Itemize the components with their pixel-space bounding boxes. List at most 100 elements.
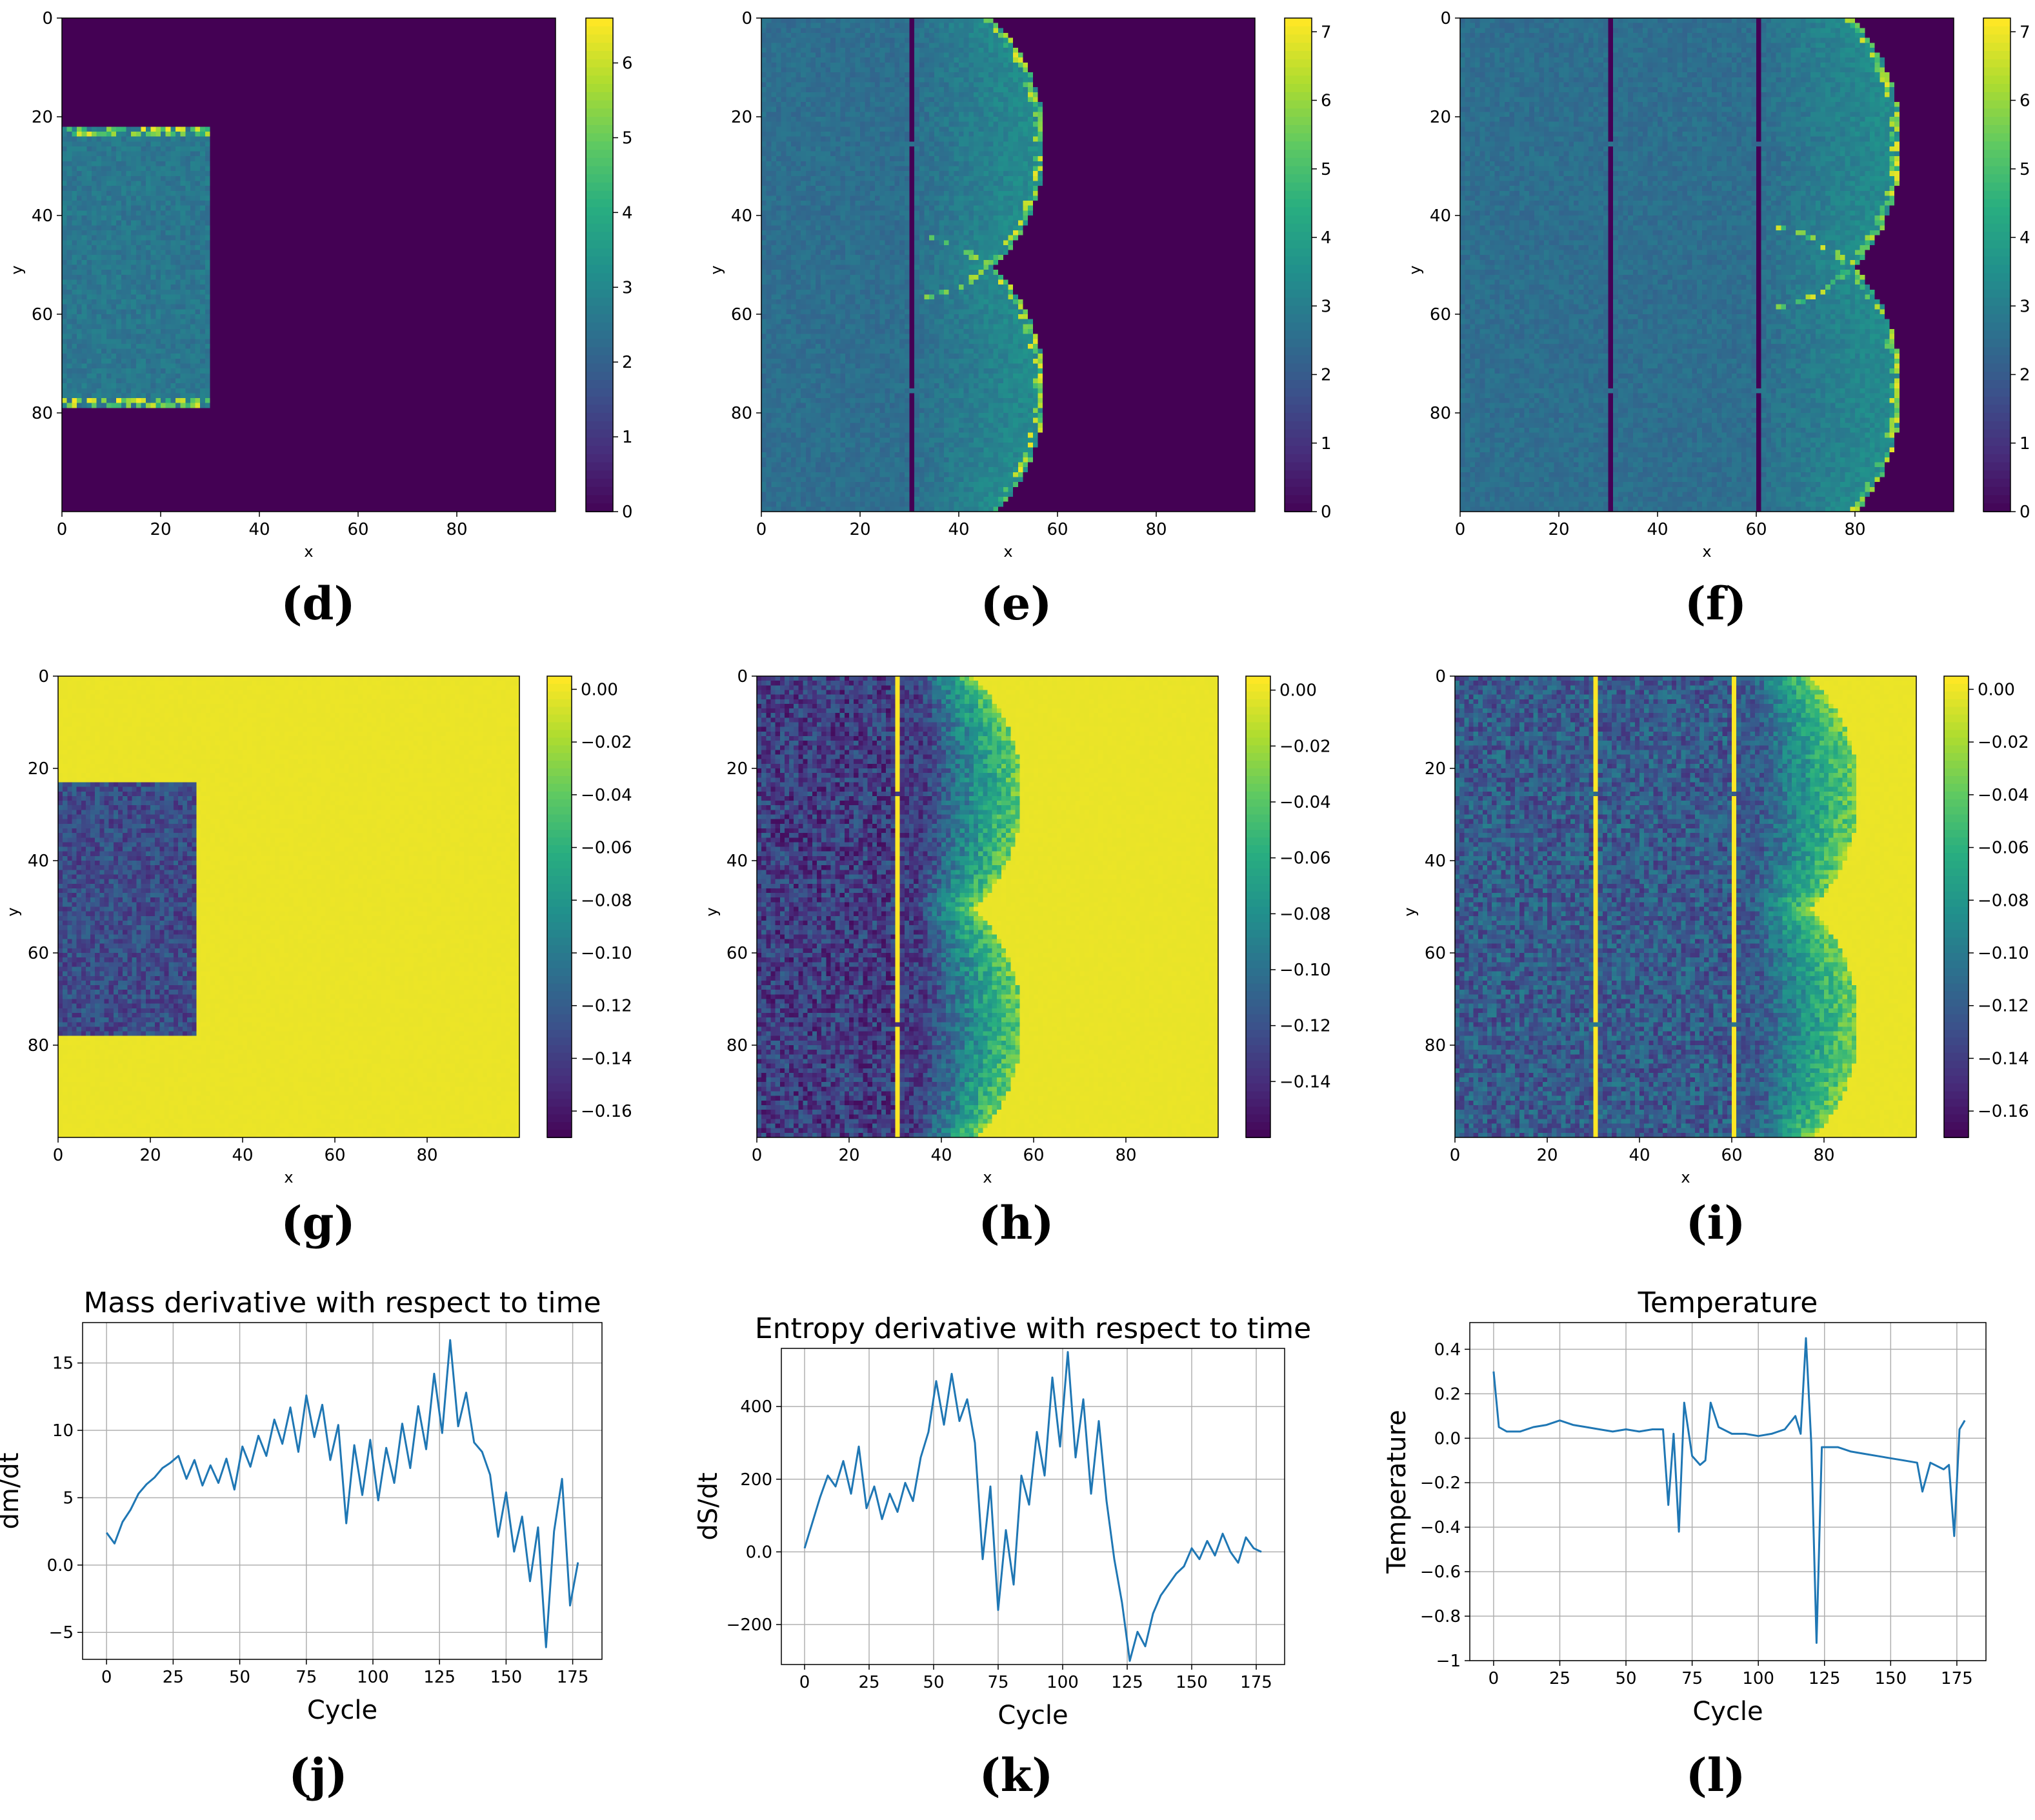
colorbar-segment [586, 339, 613, 348]
x-tick-label: 50 [229, 1668, 250, 1687]
colorbar-segment [1983, 223, 2010, 233]
x-tick-label: 0 [57, 520, 68, 539]
series-line [1492, 1337, 1966, 1644]
colorbar-segment [1983, 100, 2010, 110]
colorbar-segment [1246, 806, 1270, 815]
y-tick-label: 20 [32, 108, 53, 127]
colorbar-tick-label: −0.04 [1279, 793, 1331, 812]
colorbar-segment [586, 157, 613, 167]
colorbar-segment [586, 503, 613, 512]
colorbar-tick-label: 7 [1321, 23, 1332, 42]
x-tick-label: 40 [248, 520, 270, 539]
colorbar-segment [1944, 868, 1969, 877]
colorbar-segment [1944, 1006, 1969, 1015]
colorbar-segment [1285, 199, 1312, 208]
heatmap-image [58, 676, 519, 1137]
colorbar-segment [586, 141, 613, 150]
colorbar-segment [1944, 1099, 1969, 1108]
colorbar-segment [1285, 265, 1312, 274]
colorbar-tick-label: −0.14 [1978, 1049, 2029, 1068]
colorbar-tick-label: −0.06 [1978, 839, 2029, 858]
colorbar-segment [1285, 150, 1312, 159]
colorbar-segment [586, 462, 613, 472]
colorbar-segment [1285, 256, 1312, 266]
colorbar-tick-label: −0.08 [581, 891, 632, 910]
colorbar-segment [1944, 875, 1969, 885]
colorbar-segment [1983, 503, 2010, 512]
colorbar-tick-label: −0.10 [581, 944, 632, 963]
colorbar-segment [1246, 845, 1270, 854]
colorbar-segment [1285, 470, 1312, 479]
colorbar-segment [586, 150, 613, 159]
x-tick-label: 20 [1536, 1146, 1558, 1165]
colorbar-segment [547, 1030, 572, 1039]
colorbar-segment [1983, 92, 2010, 101]
x-tick-label: 20 [150, 520, 171, 539]
colorbar-segment [1285, 240, 1312, 249]
colorbar-tick-label: 1 [622, 428, 633, 447]
colorbar-segment [586, 34, 613, 44]
heatmap-panel-h: 0 20 40 60 80 0 20 40 60 80 x y 0.00 −0.02 −0.04 −0.06 −… [703, 667, 1331, 1186]
colorbar-segment [1944, 837, 1969, 846]
colorbar-segment [1983, 34, 2010, 44]
colorbar-segment [1246, 960, 1270, 969]
colorbar-segment [547, 1083, 572, 1092]
y-tick-label: 40 [32, 206, 53, 226]
x-tick-label: 60 [324, 1146, 345, 1165]
colorbar-segment [586, 486, 613, 496]
colorbar-segment [1983, 330, 2010, 340]
colorbar-segment [1285, 388, 1312, 397]
colorbar-tick-label: −0.02 [581, 733, 632, 752]
colorbar-segment [1285, 446, 1312, 455]
chart-title: Temperature [1638, 1286, 1818, 1319]
colorbar-tick-label: −0.10 [1279, 961, 1331, 980]
colorbar-segment [1285, 84, 1312, 93]
line-panel-k: 0 25 50 75 100 125 150 175 −200 0.0 200 400 Entropy … [694, 1312, 1311, 1730]
colorbar-frame [1245, 675, 1271, 1138]
colorbar-segment [586, 92, 613, 101]
y-axis-label: y [707, 265, 725, 274]
colorbar-frame [1983, 17, 2011, 512]
colorbar-segment [586, 322, 613, 332]
y-tick-label: 40 [731, 206, 752, 226]
colorbar-tick-label: 0.00 [1279, 681, 1317, 701]
panel-label-e: (e) [981, 577, 1052, 630]
colorbar-segment [1285, 125, 1312, 134]
x-tick-label: 75 [987, 1673, 1008, 1692]
colorbar-tick-label: 6 [2020, 92, 2030, 111]
colorbar-segment [1285, 454, 1312, 463]
colorbar-segment [586, 437, 613, 446]
x-tick-label: 0 [1455, 520, 1466, 539]
colorbar-segment [1285, 380, 1312, 389]
colorbar-segment [547, 899, 572, 908]
heatmap-panel-i: 0 20 40 60 80 0 20 40 60 80 x y 0.00 −0.02 −0.04 −0.06 −… [1401, 667, 2029, 1186]
colorbar-tick-label: 0.00 [581, 680, 618, 699]
x-tick-label: 0 [752, 1146, 763, 1165]
colorbar-segment [1285, 133, 1312, 143]
y-axis-label: y [1401, 907, 1419, 916]
x-tick-label: 20 [838, 1146, 859, 1165]
y-tick-label: 80 [727, 1036, 748, 1055]
y-tick-label: −200 [727, 1615, 772, 1635]
colorbar-segment [1983, 157, 2010, 167]
colorbar-segment [547, 1099, 572, 1108]
colorbar-tick-label: 4 [1321, 228, 1332, 248]
colorbar-tick-label: 4 [622, 203, 633, 223]
y-tick-label: −0.4 [1420, 1518, 1461, 1537]
colorbar-segment [1983, 248, 2010, 257]
colorbar-segment [586, 306, 613, 315]
plot-frame [1469, 1322, 1987, 1661]
colorbar-segment [1983, 141, 2010, 150]
x-tick-label: 0 [1489, 1669, 1499, 1688]
colorbar-segment [1983, 190, 2010, 200]
colorbar-segment [1944, 960, 1969, 969]
colorbar-segment [547, 891, 572, 900]
colorbar-frame [546, 675, 572, 1138]
colorbar-segment [547, 822, 572, 831]
colorbar-segment [1285, 339, 1312, 348]
colorbar-segment [1983, 429, 2010, 439]
colorbar-segment [1944, 991, 1969, 1000]
colorbar-segment [1983, 125, 2010, 134]
colorbar-tick-label: 3 [2020, 297, 2030, 316]
colorbar-segment [586, 470, 613, 479]
